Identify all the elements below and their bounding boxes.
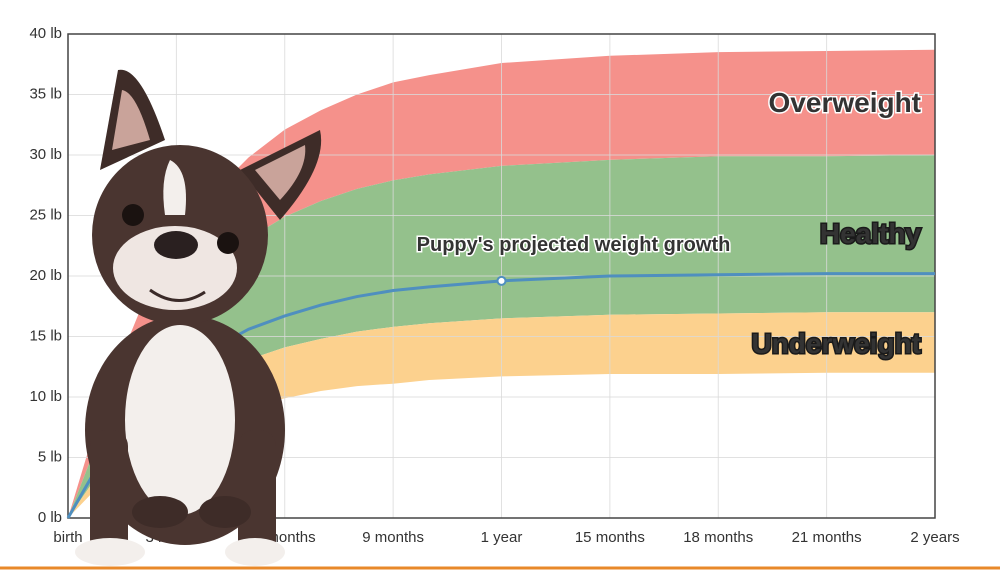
- y-tick-label: 20 lb: [29, 267, 62, 284]
- y-tick-label: 10 lb: [29, 388, 62, 405]
- y-tick-label: 35 lb: [29, 85, 62, 102]
- x-tick-label: birth: [53, 529, 82, 546]
- growth-point: [496, 275, 507, 286]
- y-tick-label: 40 lb: [29, 25, 62, 42]
- x-tick-label: 1 year: [481, 529, 523, 546]
- x-tick-label: 15 months: [575, 529, 645, 546]
- band-label: Overweight: [769, 87, 921, 118]
- y-tick-label: 5 lb: [38, 448, 62, 465]
- y-tick-label: 30 lb: [29, 146, 62, 163]
- band-label: Healthy: [820, 218, 922, 249]
- band-label: Underweight: [751, 328, 921, 359]
- x-tick-label: 21 months: [792, 529, 862, 546]
- x-tick-label: 2 years: [910, 529, 959, 546]
- axis-frame: [67, 33, 936, 519]
- x-tick-label: 9 months: [362, 529, 424, 546]
- y-tick-label: 15 lb: [29, 327, 62, 344]
- x-tick-label: 18 months: [683, 529, 753, 546]
- y-tick-label: 25 lb: [29, 206, 62, 223]
- series-label: Puppy's projected weight growth: [417, 234, 731, 256]
- dog-illustration: [75, 69, 322, 566]
- y-tick-label: 0 lb: [38, 509, 62, 526]
